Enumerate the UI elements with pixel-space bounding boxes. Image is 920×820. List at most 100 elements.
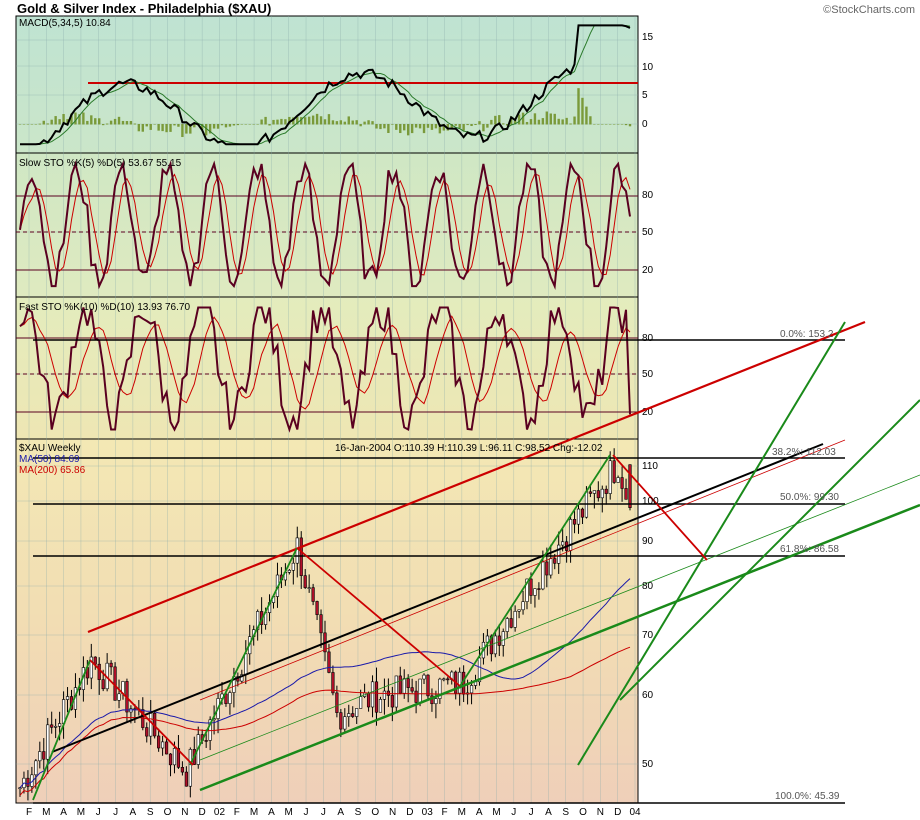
candle-body (493, 635, 497, 655)
slow-tick-20: 20 (642, 265, 654, 276)
candle-body (58, 723, 62, 727)
candle-body (339, 712, 343, 730)
macd-histogram-bar (169, 124, 172, 132)
candle-body (553, 558, 557, 564)
x-label: M (42, 807, 50, 818)
candle-body (61, 699, 66, 724)
macd-histogram-bar (442, 124, 446, 131)
candle-body (93, 656, 97, 665)
fast-tick-80: 80 (642, 333, 654, 344)
slow-k-line (19, 160, 631, 290)
candle-body (34, 760, 38, 776)
red-correction-2 (296, 547, 461, 687)
macd-histogram-bar (620, 124, 624, 125)
macd-histogram-bar (573, 116, 576, 125)
candle-body (418, 678, 422, 703)
candle-body (176, 748, 181, 768)
candle-body (505, 618, 509, 632)
macd-histogram-bar (375, 124, 378, 129)
macd-histogram-bar (284, 119, 287, 125)
macd-histogram-bar (50, 119, 53, 125)
ma50-label: MA(50) 84.69 (19, 454, 80, 465)
green-channel-mid (199, 474, 920, 761)
macd-histogram-bar (70, 113, 73, 125)
macd-histogram-bar (624, 124, 628, 126)
price-label: $XAU Weekly (19, 443, 81, 454)
x-label: F (234, 807, 240, 818)
candle-body (608, 460, 612, 494)
x-label: S (562, 807, 569, 818)
fib-label-50: 50.0%: 99.30 (780, 492, 839, 503)
candle-body (287, 569, 291, 573)
candle-body (576, 508, 581, 525)
macd-histogram-bar (232, 124, 236, 126)
candle-body (65, 696, 70, 700)
candle-body (180, 767, 185, 773)
fast-k-line (19, 306, 631, 433)
macd-histogram-bar (343, 121, 347, 125)
ma50-line (19, 578, 631, 789)
macd-histogram-bar (113, 118, 117, 125)
x-label: J (113, 807, 118, 818)
candle-body (374, 681, 379, 713)
macd-histogram-bar (34, 124, 38, 125)
candle-body (315, 601, 319, 615)
candle-body (442, 678, 446, 681)
candle-body (580, 508, 585, 518)
candle-body (160, 741, 165, 749)
candle-body (557, 544, 561, 564)
x-label: O (579, 807, 587, 818)
macd-histogram-bar (438, 124, 442, 134)
candle-body (370, 681, 375, 708)
candle-body (458, 671, 462, 694)
macd-histogram-bar (276, 119, 279, 125)
candle-body (343, 716, 347, 730)
x-label: M (285, 807, 293, 818)
slow-sto-panel (15, 152, 639, 298)
candle-body (616, 477, 620, 483)
macd-histogram-bar (597, 124, 600, 125)
candle-body (168, 753, 173, 766)
x-label: A (476, 807, 483, 818)
macd-histogram-bar (399, 124, 402, 134)
macd-histogram-bar (506, 124, 509, 126)
macd-histogram-bar (521, 112, 525, 125)
candle-body (327, 651, 331, 673)
candle-body (184, 771, 188, 787)
macd-histogram-bar (549, 113, 552, 125)
slow-tick-80: 80 (642, 190, 654, 201)
candle-body (157, 735, 161, 749)
x-label: M (77, 807, 85, 818)
candle-body (549, 558, 553, 576)
candle-body (394, 675, 398, 708)
price-tick-60: 60 (642, 690, 654, 701)
macd-histogram-bar (593, 124, 596, 125)
candle-body (588, 491, 592, 494)
macd-histogram-bar (145, 124, 148, 127)
price-panel (15, 438, 639, 804)
macd-histogram-bar (541, 118, 545, 125)
candle-body (26, 777, 30, 787)
macd-histogram-bar (54, 116, 57, 125)
fast-tick-20: 20 (642, 407, 654, 418)
candle-body (422, 674, 426, 680)
macd-histogram-bar (466, 124, 469, 126)
chart-title: Gold & Silver Index - Philadelphia ($XAU… (17, 1, 271, 16)
price-tick-100: 100 (642, 496, 659, 507)
macd-histogram-bar (482, 124, 485, 132)
macd-histogram-bar (557, 118, 560, 125)
macd-histogram-bar (403, 124, 406, 131)
slow-d-line (19, 173, 631, 276)
macd-histogram-bar (608, 124, 612, 125)
macd-histogram-bar (165, 124, 168, 133)
macd-histogram-bar (387, 124, 390, 134)
macd-histogram-bar (74, 112, 77, 125)
candle-body (426, 674, 430, 697)
candle-body (521, 601, 525, 611)
macd-histogram-bar (62, 114, 65, 125)
x-label: D (614, 807, 621, 818)
macd-histogram-bar (66, 119, 69, 125)
candle-body (545, 561, 549, 576)
x-label: M (458, 807, 466, 818)
macd-histogram-bar (379, 124, 382, 130)
